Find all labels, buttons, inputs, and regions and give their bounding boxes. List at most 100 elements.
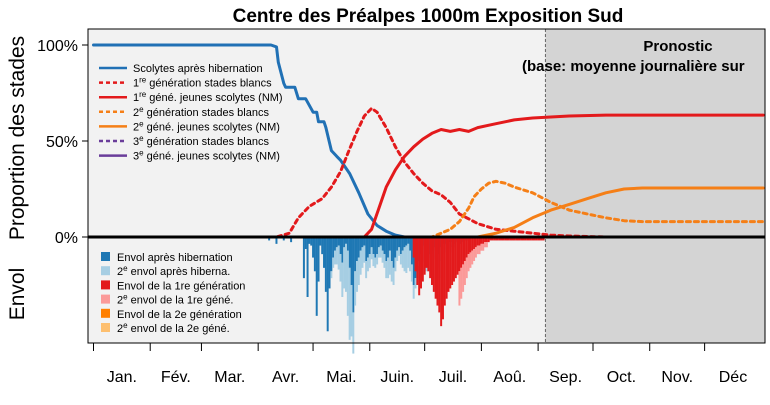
flight-bar-after-hibernation bbox=[343, 237, 346, 248]
flight-bar-after-hibernation bbox=[337, 237, 340, 246]
flight-bar-after-hibernation bbox=[379, 237, 382, 246]
flight-bar-first-generation bbox=[429, 237, 432, 279]
flight-bar-second-after-hibernation bbox=[388, 250, 391, 275]
flight-bar-first-generation bbox=[430, 237, 433, 285]
flight-bar-second-after-hibernation bbox=[343, 247, 346, 289]
flight-bar-after-hibernation bbox=[345, 237, 347, 244]
legend-swatch-box bbox=[101, 266, 110, 276]
flight-bar-first-generation bbox=[474, 237, 477, 248]
flight-bar-after-hibernation bbox=[410, 237, 413, 265]
flight-bar-after-hibernation bbox=[370, 237, 373, 248]
flight-bar-after-hibernation bbox=[394, 237, 397, 258]
flight-bar-first-generation bbox=[506, 237, 508, 241]
flight-bar-after-hibernation bbox=[385, 237, 388, 261]
flight-bar-second-after-hibernation bbox=[385, 261, 388, 279]
flight-bar-second-first-generation bbox=[482, 243, 485, 251]
legend-label-stage: Scolytes après hibernation bbox=[133, 63, 263, 75]
flight-bar-first-generation bbox=[487, 237, 490, 243]
month-label-2: Fév. bbox=[161, 369, 191, 386]
flight-bar-second-after-hibernation bbox=[359, 250, 362, 275]
legend-label-flight: 2e envol après hiberna. bbox=[117, 264, 230, 278]
flight-bar-first-generation bbox=[491, 237, 494, 241]
flight-bar-first-generation bbox=[420, 237, 423, 289]
flight-bar-first-generation bbox=[496, 237, 499, 241]
flight-bar-after-hibernation bbox=[324, 237, 327, 292]
flight-bar-first-generation bbox=[456, 237, 459, 275]
y-tick-label: 100% bbox=[37, 38, 78, 55]
legend-label-flight: 2e envol de la 1re géné. bbox=[117, 293, 233, 307]
legend-label-stage: 1re génération stades blancs bbox=[133, 76, 272, 90]
flight-bar-second-after-hibernation bbox=[401, 250, 404, 268]
flight-bar-second-after-hibernation bbox=[379, 245, 382, 258]
flight-bar-after-hibernation bbox=[390, 237, 393, 261]
flight-bar-after-hibernation bbox=[282, 237, 285, 241]
chart-title: Centre des Préalpes 1000m Exposition Sud bbox=[233, 6, 624, 27]
flight-bar-after-hibernation bbox=[335, 237, 338, 248]
flight-bar-second-first-generation bbox=[469, 252, 472, 268]
legend-label-flight: Envol de la 2e génération bbox=[117, 309, 242, 321]
flight-bar-after-hibernation bbox=[366, 237, 369, 258]
flight-bar-after-hibernation bbox=[392, 237, 395, 268]
flight-bar-first-generation bbox=[432, 237, 435, 292]
flight-bar-second-after-hibernation bbox=[412, 285, 415, 299]
flight-bar-first-generation bbox=[462, 237, 465, 265]
flight-bar-second-after-hibernation bbox=[414, 278, 417, 289]
flight-bar-first-generation bbox=[526, 237, 529, 241]
flight-bar-after-hibernation bbox=[290, 237, 293, 243]
flight-bar-after-hibernation bbox=[401, 237, 404, 251]
flight-bar-after-hibernation bbox=[321, 237, 324, 255]
legend-label-flight: 2e envol de la 2e géné. bbox=[117, 321, 230, 335]
legend-label-flight: Envol de la 1re génération bbox=[117, 280, 245, 292]
flight-bar-after-hibernation bbox=[310, 237, 313, 246]
curve-gen2-white-stages bbox=[92, 179, 765, 239]
flight-bar-first-generation bbox=[535, 237, 538, 241]
flight-bar-after-hibernation bbox=[275, 237, 278, 244]
flight-bar-second-first-generation bbox=[460, 267, 463, 299]
flight-bar-after-hibernation bbox=[403, 237, 406, 248]
flight-bar-after-hibernation bbox=[359, 237, 362, 251]
flight-bar-after-hibernation bbox=[346, 237, 349, 251]
flight-bar-after-hibernation bbox=[317, 237, 320, 282]
y-axis: 100% 50% 0% bbox=[37, 38, 88, 247]
flight-bar-second-first-generation bbox=[471, 250, 474, 265]
flight-bar-first-generation bbox=[414, 237, 417, 272]
flight-bar-first-generation bbox=[529, 237, 532, 241]
flight-bar-first-generation bbox=[482, 237, 485, 244]
flight-bar-first-generation bbox=[443, 237, 446, 306]
flight-bar-first-generation bbox=[516, 237, 519, 241]
flight-bar-first-generation bbox=[465, 237, 468, 258]
flight-bar-first-generation bbox=[533, 237, 536, 241]
month-label-12: Déc bbox=[719, 369, 747, 386]
flight-bar-second-after-hibernation bbox=[341, 262, 344, 297]
month-label-6: Juin. bbox=[380, 369, 414, 386]
flight-bar-after-hibernation bbox=[363, 237, 366, 246]
flight-bar-after-hibernation bbox=[348, 237, 351, 268]
flight-bar-second-after-hibernation bbox=[376, 254, 379, 265]
flight-bar-after-hibernation bbox=[409, 237, 412, 251]
flight-bar-after-hibernation bbox=[312, 237, 315, 258]
flight-bar-second-after-hibernation bbox=[368, 254, 371, 268]
flight-bar-first-generation bbox=[540, 237, 543, 241]
flight-bar-first-generation bbox=[436, 237, 439, 306]
flight-bar-second-after-hibernation bbox=[334, 250, 337, 265]
flight-bar-after-hibernation bbox=[361, 237, 364, 248]
flight-bar-first-generation bbox=[440, 237, 443, 327]
flight-bar-after-hibernation bbox=[405, 237, 408, 246]
flight-bar-after-hibernation bbox=[313, 237, 316, 272]
month-label-4: Avr. bbox=[272, 369, 299, 386]
flight-bar-second-after-hibernation bbox=[339, 254, 342, 282]
flight-bar-after-hibernation bbox=[334, 237, 337, 251]
forecast-subtitle: (base: moyenne journalière sur bbox=[522, 58, 745, 75]
legend-label-stage: 3e géné. jeunes scolytes (NM) bbox=[133, 149, 280, 163]
flight-bar-first-generation bbox=[509, 237, 512, 241]
flight-bar-after-hibernation bbox=[355, 237, 358, 261]
flight-bar-after-hibernation bbox=[302, 237, 305, 279]
flight-bar-second-after-hibernation bbox=[396, 250, 399, 261]
month-label-9: Sep. bbox=[549, 369, 582, 386]
flight-bar-after-hibernation bbox=[326, 237, 329, 332]
flight-bar-second-after-hibernation bbox=[398, 247, 401, 256]
flight-bar-second-after-hibernation bbox=[332, 257, 335, 268]
